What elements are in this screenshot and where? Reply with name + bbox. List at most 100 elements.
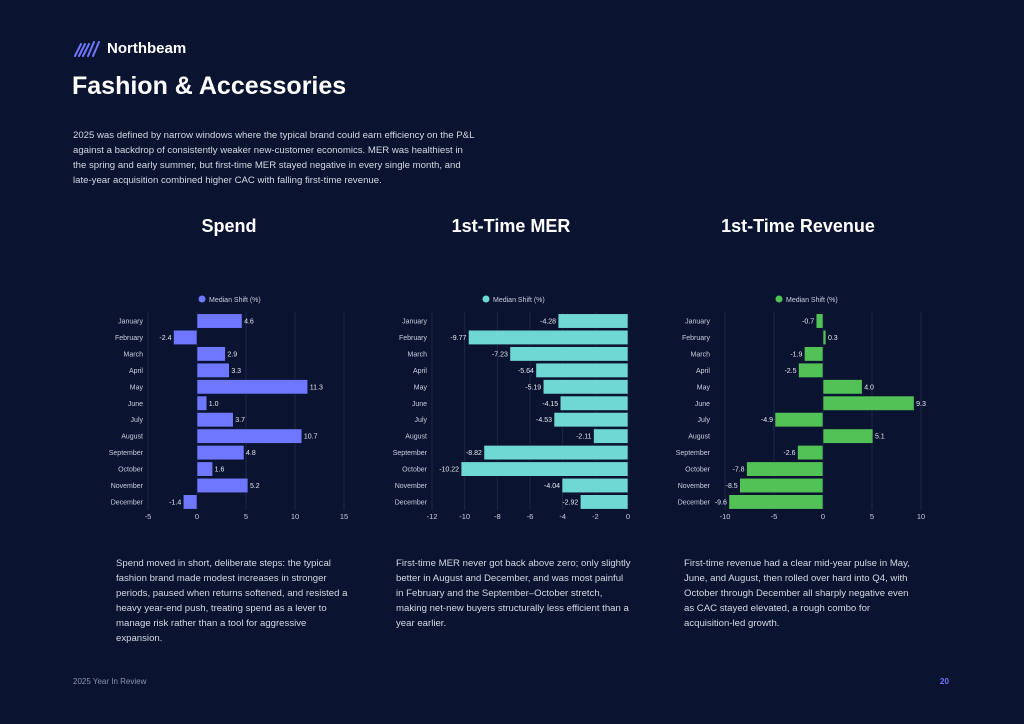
legend-marker xyxy=(198,295,206,303)
x-tick-label: -10 xyxy=(720,512,731,521)
category-label: November xyxy=(395,483,428,490)
bar-december xyxy=(182,494,198,510)
data-label: 4.6 xyxy=(244,319,254,326)
data-label: -2.92 xyxy=(562,499,578,506)
category-label: August xyxy=(688,434,710,441)
x-tick-label: -5 xyxy=(771,512,778,521)
legend-marker xyxy=(775,295,783,303)
bar-august xyxy=(593,428,629,444)
data-label: -5.19 xyxy=(525,384,541,391)
data-label: -1.9 xyxy=(790,351,802,358)
legend-label: Median Shift (%) xyxy=(786,297,838,304)
data-label: 1.0 xyxy=(209,401,219,408)
category-label: August xyxy=(121,434,143,441)
bar-april xyxy=(196,362,230,378)
bar-february xyxy=(173,329,198,346)
data-label: -4.28 xyxy=(540,319,556,326)
x-tick-label: -5 xyxy=(145,512,152,521)
bar-october xyxy=(196,461,213,477)
category-label: July xyxy=(131,417,144,424)
bar-november xyxy=(196,477,249,494)
bar-may xyxy=(822,379,863,395)
brand-name: Northbeam xyxy=(107,40,187,57)
bar-june xyxy=(822,395,915,411)
bar-october xyxy=(746,461,824,477)
data-label: -8.82 xyxy=(466,450,482,457)
category-label: December xyxy=(678,499,711,506)
bar-march xyxy=(196,346,226,362)
data-label: -2.11 xyxy=(576,434,592,441)
data-label: 3.3 xyxy=(231,368,241,375)
category-label: August xyxy=(405,434,427,441)
bar-october xyxy=(460,461,629,477)
bar-april xyxy=(798,362,824,378)
bar-june xyxy=(559,395,629,411)
data-label: -4.53 xyxy=(536,417,552,424)
x-tick-label: -10 xyxy=(459,512,470,521)
x-tick-label: 0 xyxy=(195,512,199,521)
x-tick-label: 10 xyxy=(917,512,925,521)
data-label: 4.8 xyxy=(246,450,256,457)
bar-september xyxy=(483,445,629,461)
category-label: May xyxy=(130,384,144,391)
northbeam-logo-icon xyxy=(74,40,100,57)
chart-title-spend: Spend xyxy=(201,216,257,236)
intro-paragraph: 2025 was defined by narrow windows where… xyxy=(73,130,475,186)
mer-description: First-time MER never got back above zero… xyxy=(396,558,631,629)
legend-marker xyxy=(482,295,490,303)
category-label: July xyxy=(415,417,428,424)
data-label: -4.04 xyxy=(544,483,560,490)
category-label: June xyxy=(128,401,143,408)
x-tick-label: 0 xyxy=(821,512,825,521)
category-label: November xyxy=(678,483,711,490)
x-tick-label: 5 xyxy=(870,512,874,521)
x-tick-label: -4 xyxy=(559,512,566,521)
bar-july xyxy=(553,412,629,428)
category-label: October xyxy=(402,467,428,474)
category-label: June xyxy=(412,401,427,408)
category-label: February xyxy=(682,335,711,342)
category-label: January xyxy=(118,319,143,326)
data-label: -9.77 xyxy=(450,335,466,342)
x-tick-label: -12 xyxy=(427,512,438,521)
category-label: November xyxy=(111,483,144,490)
bar-july xyxy=(196,412,234,428)
bar-may xyxy=(542,379,629,395)
data-label: 10.7 xyxy=(304,434,318,441)
category-label: April xyxy=(413,368,427,375)
revenue-description: First-time revenue had a clear mid-year … xyxy=(684,558,910,629)
bar-january xyxy=(815,313,824,329)
bar-march xyxy=(804,346,824,362)
bar-august xyxy=(196,428,303,444)
data-label: -2.5 xyxy=(784,368,796,375)
x-tick-label: 5 xyxy=(244,512,248,521)
data-label: -9.6 xyxy=(715,499,727,506)
bar-february xyxy=(468,329,629,346)
category-label: September xyxy=(676,450,711,457)
category-label: May xyxy=(414,384,428,391)
data-label: -2.4 xyxy=(159,335,171,342)
brand-logo: Northbeam xyxy=(73,40,186,57)
data-label: -2.6 xyxy=(783,450,795,457)
data-label: -4.15 xyxy=(542,401,558,408)
bar-january xyxy=(196,313,243,329)
data-label: -4.9 xyxy=(761,417,773,424)
data-label: -7.8 xyxy=(732,467,744,474)
footer-label: 2025 Year In Review xyxy=(73,677,147,686)
category-label: October xyxy=(685,467,711,474)
category-label: December xyxy=(395,499,428,506)
category-label: September xyxy=(109,450,144,457)
category-label: December xyxy=(111,499,144,506)
page-title: Fashion & Accessories xyxy=(72,72,347,100)
category-label: April xyxy=(129,368,143,375)
data-label: -5.64 xyxy=(518,368,534,375)
category-label: September xyxy=(393,450,428,457)
data-label: 0.3 xyxy=(828,335,838,342)
data-label: 2.9 xyxy=(227,351,237,358)
data-label: 3.7 xyxy=(235,417,245,424)
x-tick-label: 0 xyxy=(626,512,630,521)
data-label: -0.7 xyxy=(802,319,814,326)
bar-november xyxy=(561,477,629,494)
bar-december xyxy=(728,494,824,510)
spend-description: Spend moved in short, deliberate steps: … xyxy=(116,558,348,644)
